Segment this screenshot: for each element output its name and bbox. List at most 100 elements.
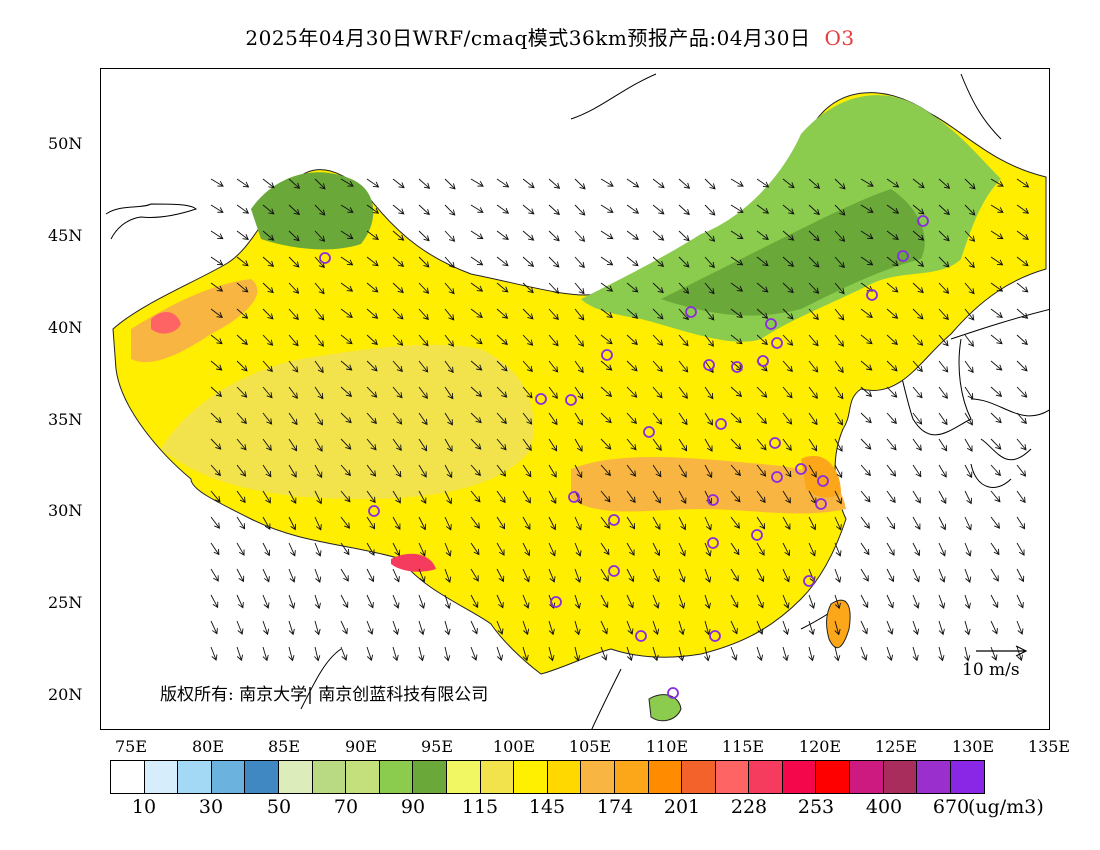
wind-arrow (470, 438, 482, 450)
wind-arrow (808, 620, 815, 636)
wind-arrow (470, 282, 484, 292)
wind-arrow (756, 646, 764, 662)
wind-arrow (340, 386, 353, 397)
wind-arrow (834, 308, 845, 321)
colorbar-swatch (782, 761, 817, 793)
wind-arrow (496, 412, 507, 425)
colorbar-swatch (648, 761, 683, 793)
wind-arrow (860, 230, 874, 240)
colorbar-swatch (850, 761, 884, 793)
wind-arrow (574, 308, 585, 321)
wind-arrow (756, 594, 764, 609)
wind-arrow (314, 464, 323, 479)
wind-arrow (392, 282, 404, 294)
wind-arrow (756, 178, 770, 188)
wind-arrow (860, 516, 870, 529)
wind-arrow (340, 308, 353, 318)
wind-arrow (990, 438, 1002, 450)
wind-arrow (392, 230, 405, 241)
wind-arrow (366, 334, 378, 346)
colorbar-swatch (950, 761, 985, 793)
wind-arrow (262, 438, 272, 452)
wind-arrow (938, 178, 951, 189)
wind-arrow (1016, 568, 1025, 583)
wind-arrow (938, 620, 945, 636)
wind-arrow (262, 412, 273, 425)
colorbar-swatch (379, 761, 414, 793)
wind-arrow (1016, 360, 1028, 372)
colorbar-swatch (144, 761, 179, 793)
station-marker (709, 630, 721, 642)
wind-arrow (236, 204, 250, 214)
wind-arrow (600, 646, 608, 661)
wind-arrow (366, 490, 376, 504)
wind-arrow (600, 516, 610, 529)
wind-arrow (860, 464, 871, 477)
wind-arrow (236, 516, 246, 530)
wind-arrow (938, 490, 947, 505)
station-marker (817, 475, 829, 487)
wind-arrow (600, 360, 613, 371)
wind-arrow (912, 204, 925, 215)
wind-arrow (548, 516, 557, 531)
wind-arrow (444, 204, 456, 216)
wind-arrow (912, 178, 925, 189)
colorbar-swatch (446, 761, 481, 793)
wind-arrow (314, 282, 325, 295)
wind-arrow (522, 464, 532, 478)
colorbar-swatch (346, 761, 380, 793)
wind-arrow (444, 230, 456, 242)
wind-arrow (574, 464, 583, 479)
wind-arrow (886, 646, 894, 662)
wind-arrow (964, 568, 972, 583)
lat-label-30: 30N (48, 501, 83, 520)
wind-arrow (574, 230, 586, 242)
wind-arrow (704, 568, 712, 583)
wind-arrow (782, 620, 790, 636)
wind-arrow (574, 360, 584, 374)
wind-arrow (522, 594, 530, 609)
wind-arrow (834, 282, 845, 295)
wind-arrow (730, 568, 739, 582)
wind-arrow (626, 204, 640, 214)
wind-arrow (704, 620, 711, 636)
wind-arrow (366, 542, 375, 556)
wind-arrow (938, 256, 950, 268)
wind-arrow (704, 230, 716, 242)
wind-arrow (912, 620, 920, 636)
wind-arrow (704, 646, 711, 662)
wind-arrow (938, 594, 946, 610)
wind-arrow (366, 256, 379, 267)
wind-arrow (496, 438, 507, 451)
wind-arrow (210, 620, 218, 635)
colorbar-swatch (480, 761, 515, 793)
wind-arrow (418, 490, 427, 505)
wind-arrow (418, 620, 425, 636)
wind-arrow (574, 438, 583, 452)
wind-arrow (262, 204, 275, 215)
station-marker (685, 306, 697, 318)
wind-arrow (496, 516, 506, 530)
wind-arrow (548, 620, 555, 636)
wind-arrow (886, 256, 899, 267)
wind-arrow (366, 620, 374, 635)
colorbar-swatch (178, 761, 212, 793)
wind-arrow (912, 230, 925, 241)
wind-arrow (782, 516, 791, 530)
wind-arrow (782, 412, 793, 425)
wind-arrow (262, 464, 272, 478)
wind-arrow (938, 360, 949, 373)
wind-arrow (288, 464, 297, 478)
species-label: O3 (824, 26, 855, 50)
wind-arrow (522, 204, 535, 215)
wind-arrow (366, 412, 377, 425)
wind-arrow (340, 594, 349, 609)
wind-arrow (964, 438, 973, 452)
wind-arrow (886, 386, 898, 398)
wind-arrow (860, 360, 873, 371)
wind-arrow (886, 412, 897, 425)
wind-arrow (860, 178, 874, 187)
wind-arrow (990, 516, 1000, 529)
wind-arrow (704, 282, 715, 295)
wind-arrow (704, 334, 714, 347)
